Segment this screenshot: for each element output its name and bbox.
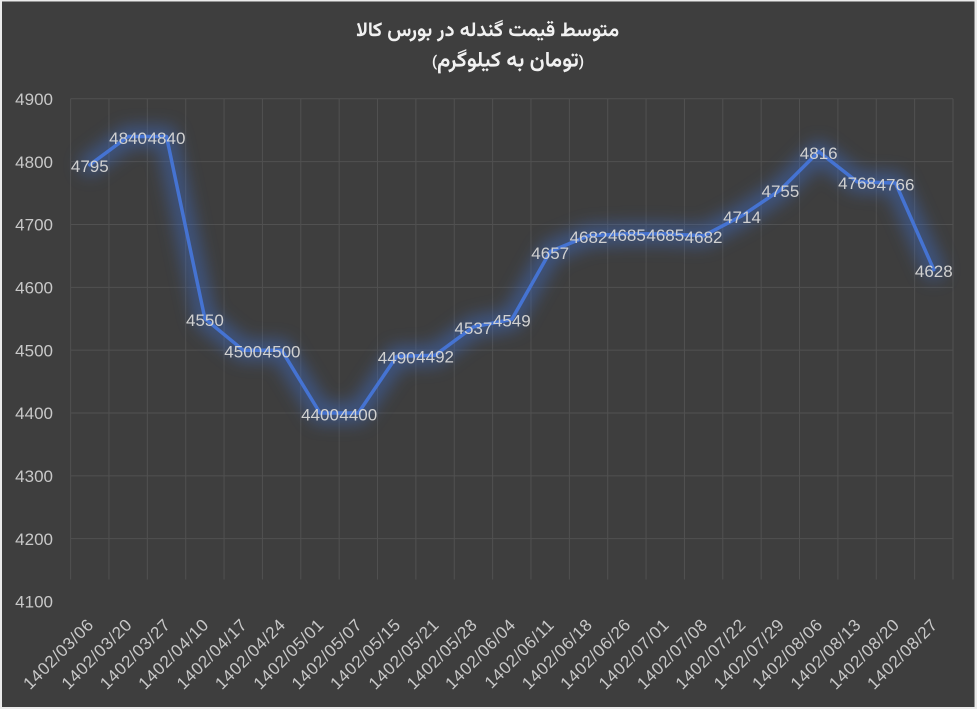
svg-text:4840: 4840: [109, 129, 147, 148]
svg-text:4816: 4816: [800, 144, 838, 163]
svg-text:4300: 4300: [15, 467, 53, 486]
svg-text:4400: 4400: [301, 405, 339, 424]
svg-text:4500: 4500: [15, 341, 53, 360]
svg-text:4682: 4682: [685, 228, 723, 247]
svg-text:4500: 4500: [263, 343, 301, 362]
svg-text:4400: 4400: [15, 404, 53, 423]
svg-text:4628: 4628: [915, 262, 953, 281]
svg-text:4657: 4657: [531, 244, 569, 263]
svg-text:4600: 4600: [15, 279, 53, 298]
svg-text:4795: 4795: [71, 157, 109, 176]
svg-text:4900: 4900: [15, 90, 53, 109]
svg-text:4682: 4682: [570, 228, 608, 247]
svg-text:4490: 4490: [378, 349, 416, 368]
svg-text:4500: 4500: [224, 343, 262, 362]
svg-text:4800: 4800: [15, 153, 53, 172]
svg-text:4755: 4755: [761, 182, 799, 201]
svg-text:4549: 4549: [493, 312, 531, 331]
svg-text:4492: 4492: [416, 348, 454, 367]
svg-text:4537: 4537: [454, 319, 492, 338]
svg-text:4100: 4100: [15, 593, 53, 612]
svg-text:4700: 4700: [15, 216, 53, 235]
svg-text:4400: 4400: [339, 405, 377, 424]
svg-text:4840: 4840: [148, 129, 186, 148]
svg-text:4714: 4714: [723, 208, 761, 227]
svg-text:4685: 4685: [608, 226, 646, 245]
svg-text:4200: 4200: [15, 530, 53, 549]
svg-text:4766: 4766: [877, 175, 915, 194]
svg-text:4768: 4768: [838, 174, 876, 193]
svg-text:4550: 4550: [186, 311, 224, 330]
svg-text:4685: 4685: [646, 226, 684, 245]
